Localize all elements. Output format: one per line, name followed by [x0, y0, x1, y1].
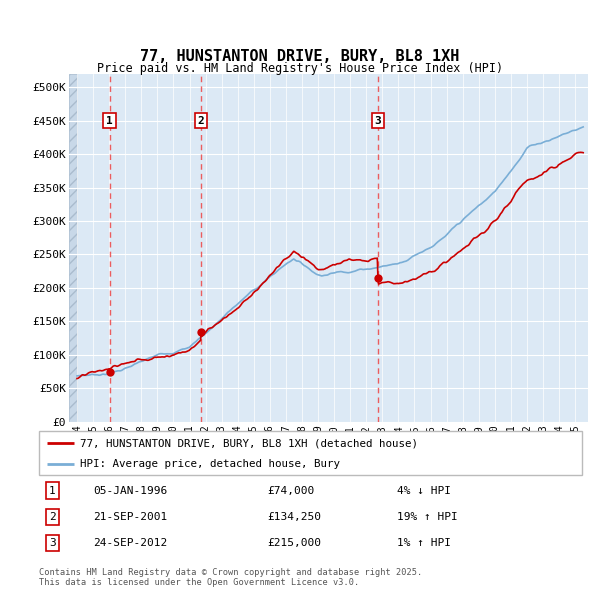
- Text: 21-SEP-2001: 21-SEP-2001: [94, 512, 167, 522]
- Text: 77, HUNSTANTON DRIVE, BURY, BL8 1XH (detached house): 77, HUNSTANTON DRIVE, BURY, BL8 1XH (det…: [80, 438, 418, 448]
- Text: HPI: Average price, detached house, Bury: HPI: Average price, detached house, Bury: [80, 459, 340, 469]
- Text: 1: 1: [106, 116, 113, 126]
- Text: £74,000: £74,000: [267, 486, 314, 496]
- Text: 3: 3: [374, 116, 381, 126]
- Text: 05-JAN-1996: 05-JAN-1996: [94, 486, 167, 496]
- Text: Price paid vs. HM Land Registry's House Price Index (HPI): Price paid vs. HM Land Registry's House …: [97, 62, 503, 75]
- Text: 77, HUNSTANTON DRIVE, BURY, BL8 1XH: 77, HUNSTANTON DRIVE, BURY, BL8 1XH: [140, 49, 460, 64]
- Text: 19% ↑ HPI: 19% ↑ HPI: [397, 512, 458, 522]
- Text: 2: 2: [49, 512, 56, 522]
- Text: 1% ↑ HPI: 1% ↑ HPI: [397, 538, 451, 548]
- Text: 3: 3: [49, 538, 56, 548]
- Text: 2: 2: [198, 116, 205, 126]
- Text: 24-SEP-2012: 24-SEP-2012: [94, 538, 167, 548]
- Text: Contains HM Land Registry data © Crown copyright and database right 2025.
This d: Contains HM Land Registry data © Crown c…: [39, 568, 422, 587]
- Text: 1: 1: [49, 486, 56, 496]
- Text: £215,000: £215,000: [267, 538, 321, 548]
- Bar: [69, 74, 77, 422]
- Text: 4% ↓ HPI: 4% ↓ HPI: [397, 486, 451, 496]
- Text: £134,250: £134,250: [267, 512, 321, 522]
